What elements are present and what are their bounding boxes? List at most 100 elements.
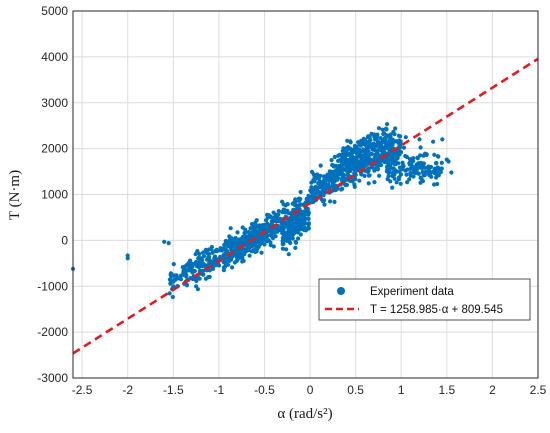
data-point [166,241,171,246]
data-point [434,171,439,177]
data-point [404,172,409,177]
data-point [393,126,398,131]
data-point [290,226,295,231]
data-point [357,178,362,183]
data-point [405,180,410,185]
data-point [234,250,239,255]
data-point [357,142,362,147]
data-point [388,132,393,137]
data-point [338,168,343,173]
data-point [386,171,391,176]
data-point [281,230,286,235]
data-point [277,217,282,222]
data-point [382,147,387,152]
data-point [432,168,437,173]
data-point [268,240,273,245]
data-point [291,231,297,236]
data-point [433,161,439,166]
data-point [390,141,395,146]
data-point [211,264,216,269]
x-tick-label: -1 [214,383,225,397]
data-point [428,164,433,170]
data-point [242,234,248,239]
data-point [243,227,248,232]
data-point [309,185,314,190]
data-point [253,249,258,254]
data-point [318,173,323,178]
data-point [260,236,265,241]
data-point [352,170,357,176]
data-point [294,227,299,232]
data-point [369,151,375,157]
x-tick-label: 1.5 [438,383,455,397]
data-point [416,171,421,176]
data-point [375,132,380,137]
y-tick-label: 5000 [41,4,68,18]
data-point [419,166,425,171]
data-point [190,270,195,275]
legend-marker-experiment [337,287,345,295]
legend: Experiment data T = 1258.985·α + 809.545 [318,278,531,321]
data-point [370,165,375,170]
data-point [347,159,353,164]
data-point [222,242,227,247]
data-point [383,126,389,131]
data-point [298,196,303,202]
data-point [376,126,382,131]
data-point [415,166,420,171]
x-tick-label: -1.5 [163,383,184,397]
data-point [306,225,311,230]
data-point [271,219,276,224]
data-point [392,161,397,167]
data-point [407,177,412,182]
data-point [297,215,302,220]
data-point [281,239,286,244]
data-point [184,283,190,288]
data-point [223,261,228,266]
data-point [311,178,316,183]
data-point [412,167,417,172]
data-point [354,150,359,155]
data-point [359,154,365,159]
x-tick-label: -0.5 [254,383,275,397]
data-point [398,172,404,177]
data-point [233,235,238,241]
data-point [206,257,211,262]
data-point [415,155,420,160]
data-point [196,256,201,261]
data-point [299,223,304,228]
data-point [259,224,264,229]
data-point [421,153,426,158]
data-point [354,147,359,152]
data-point [372,143,377,148]
data-point [228,226,233,231]
data-point [262,242,267,247]
data-point [329,158,334,163]
data-point [440,137,445,142]
data-point [438,170,443,175]
y-tick-label: 4000 [41,50,68,64]
data-point [332,199,337,204]
plot-frame [72,10,539,379]
data-point [281,221,286,227]
data-point [275,228,280,234]
data-point [330,184,335,189]
y-tick-label: 2000 [41,142,68,156]
data-point [446,159,451,164]
data-point [309,169,315,174]
data-point [375,165,380,170]
data-point [291,214,297,219]
data-point [361,147,366,152]
data-point [372,180,377,185]
data-point [225,255,230,260]
y-tick-label: -1000 [37,279,68,293]
data-point [288,229,293,235]
data-point [240,255,245,260]
data-point [285,202,290,207]
data-point [251,226,256,231]
data-point [322,202,327,207]
data-point [341,158,346,163]
data-point [399,167,405,172]
data-point [271,244,276,249]
